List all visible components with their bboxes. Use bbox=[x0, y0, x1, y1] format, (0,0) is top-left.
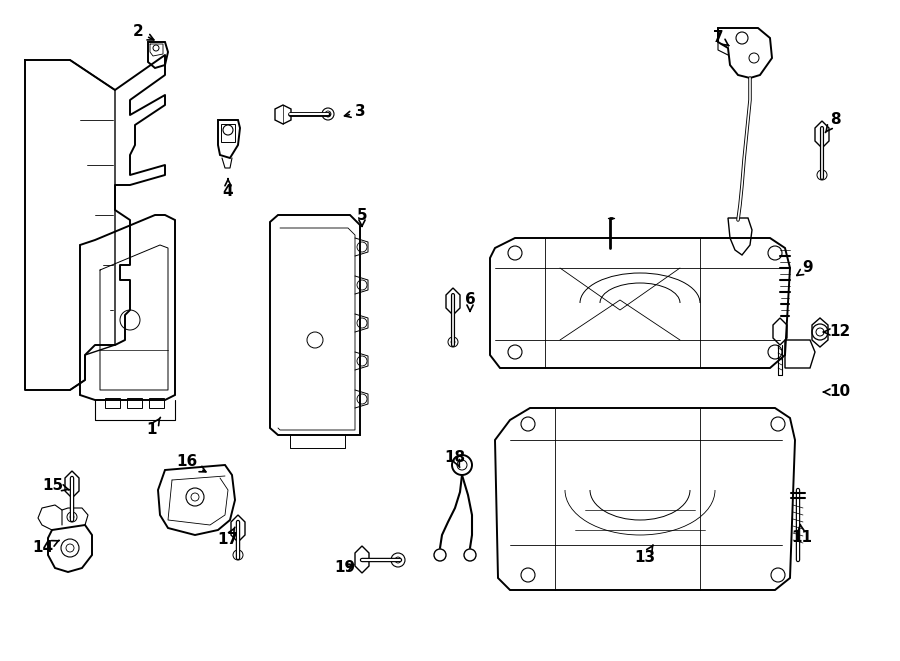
Bar bbox=[127, 398, 142, 408]
Polygon shape bbox=[231, 515, 245, 542]
Text: 11: 11 bbox=[791, 524, 813, 545]
Text: 18: 18 bbox=[445, 449, 465, 467]
Bar bbox=[221, 124, 235, 142]
Text: 19: 19 bbox=[335, 561, 356, 576]
Text: 5: 5 bbox=[356, 208, 367, 226]
Bar bbox=[105, 398, 120, 408]
Text: 15: 15 bbox=[42, 477, 69, 492]
Text: 1: 1 bbox=[147, 417, 160, 438]
Text: 7: 7 bbox=[713, 30, 729, 46]
Polygon shape bbox=[355, 546, 369, 573]
Text: 13: 13 bbox=[634, 545, 655, 566]
Polygon shape bbox=[815, 121, 829, 148]
Text: 16: 16 bbox=[176, 455, 206, 472]
Polygon shape bbox=[275, 105, 291, 124]
Text: 10: 10 bbox=[824, 385, 850, 399]
Polygon shape bbox=[812, 318, 828, 347]
Text: 4: 4 bbox=[222, 178, 233, 200]
Text: 17: 17 bbox=[218, 527, 238, 547]
Text: 9: 9 bbox=[796, 260, 814, 276]
Text: 8: 8 bbox=[825, 112, 841, 132]
Text: 2: 2 bbox=[132, 24, 154, 40]
Text: 14: 14 bbox=[32, 541, 59, 555]
Polygon shape bbox=[446, 288, 460, 315]
Text: 6: 6 bbox=[464, 293, 475, 311]
Bar bbox=[149, 398, 164, 408]
Text: 3: 3 bbox=[345, 104, 365, 120]
Polygon shape bbox=[65, 471, 79, 498]
Text: 12: 12 bbox=[824, 325, 850, 340]
Polygon shape bbox=[773, 318, 787, 345]
